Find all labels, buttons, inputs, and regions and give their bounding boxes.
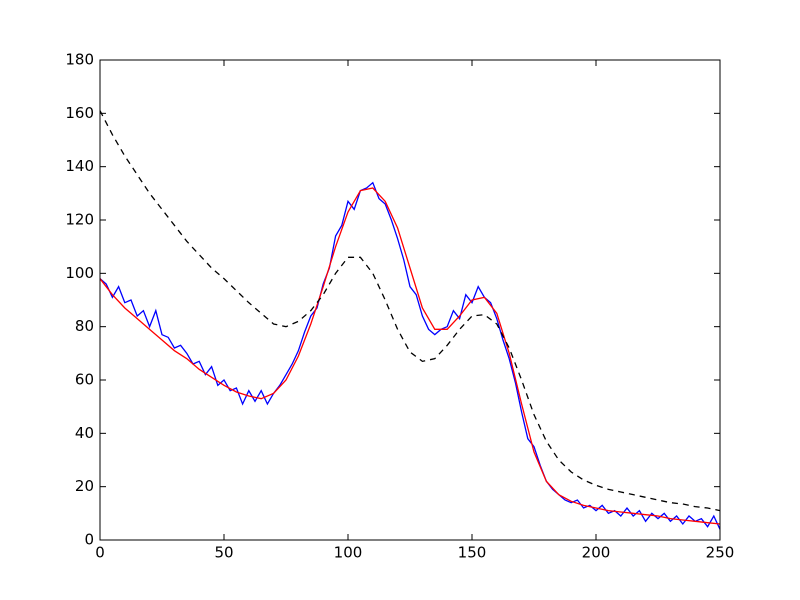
- data-line: [99, 110, 721, 512]
- x-tick-label: 50: [214, 544, 233, 562]
- y-tick-label: 0: [84, 531, 94, 549]
- y-tick-label: 100: [65, 264, 94, 282]
- x-tick-label: 0: [95, 544, 105, 562]
- y-tick-label: 160: [65, 104, 94, 122]
- y-tick-label: 40: [75, 424, 94, 442]
- x-tick-label: 250: [706, 544, 735, 562]
- y-tick-label: 180: [65, 51, 94, 69]
- x-tick-label: 200: [582, 544, 611, 562]
- x-tick-label: 100: [334, 544, 363, 562]
- plot-frame: [99, 59, 721, 541]
- y-tick-label: 80: [75, 317, 94, 335]
- data-line: [99, 187, 721, 525]
- y-tick-label: 120: [65, 211, 94, 229]
- x-tick-label: 150: [458, 544, 487, 562]
- y-tick-label: 20: [75, 477, 94, 495]
- y-tick-label: 60: [75, 371, 94, 389]
- data-line: [99, 181, 721, 530]
- y-tick-label: 140: [65, 157, 94, 175]
